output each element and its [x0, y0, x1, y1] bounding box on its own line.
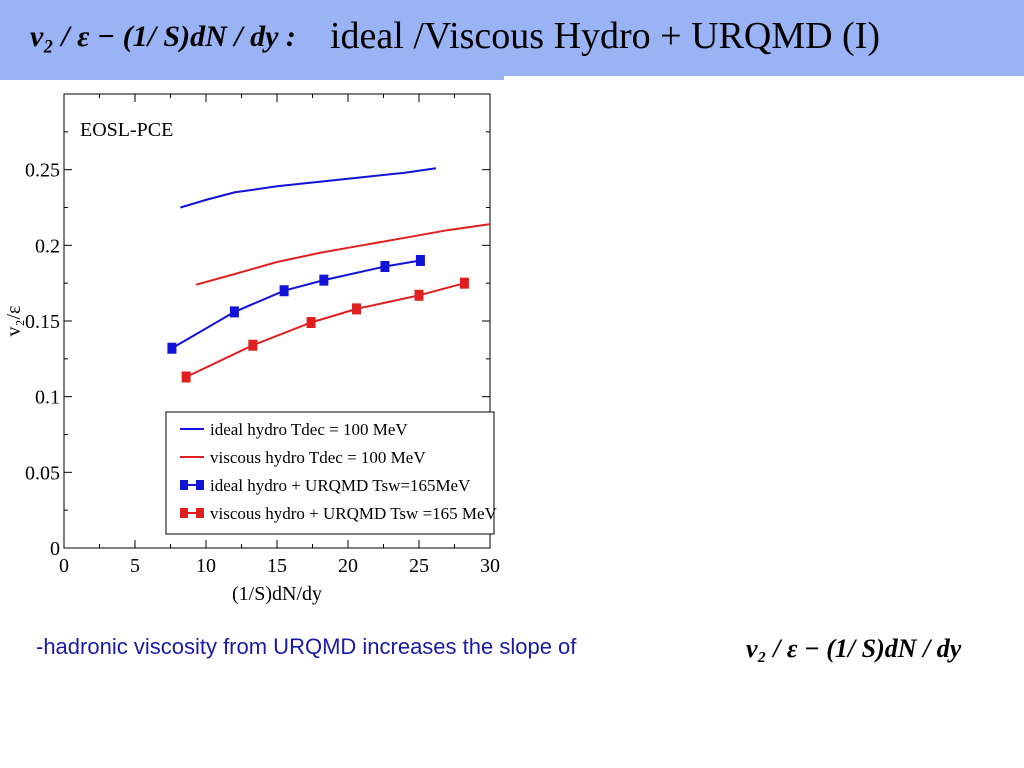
x-tick-label: 10: [196, 555, 216, 577]
data-point: [248, 339, 258, 351]
y-tick-label: 0.2: [35, 235, 60, 257]
series-4: [181, 277, 469, 383]
legend-label: ideal hydro + URQMD Tsw=165MeV: [210, 476, 471, 495]
y-tick-label: 0.25: [25, 160, 60, 182]
legend-label: viscous hydro + URQMD Tsw =165 MeV: [210, 504, 498, 523]
chart: 0 5 10 15 20 25 30 0 0.05 0.1 0.15 0.2 0.25 EOSL-PCE…: [0, 80, 520, 620]
series-layer: [167, 167, 491, 383]
data-point: [167, 342, 177, 354]
x-tick-label: 20: [338, 555, 358, 577]
bullet-text: -hadronic viscosity from URQMD increases…: [36, 634, 577, 659]
data-point: [414, 289, 424, 301]
data-point: [306, 317, 316, 329]
series-line: [185, 282, 465, 378]
title-formula: v₂ / ε − (1/ S)dN / dy :: [30, 20, 296, 53]
y-tick-label: 0.05: [25, 462, 60, 484]
title-underline: [0, 76, 504, 80]
legend-box: [165, 411, 495, 535]
data-point: [229, 306, 239, 318]
data-point: [319, 274, 329, 286]
y-tick-label: 0.1: [35, 387, 60, 409]
legend-swatch-marker: [180, 480, 188, 490]
slide-title: ideal /Viscous Hydro + URQMD (I): [330, 15, 881, 57]
axis-ticks: 0 5 10 15 20 25 30 0 0.05 0.1 0.15 0.2 0.25: [25, 94, 500, 577]
legend-entry: viscous hydro Tdec = 100 MeV: [180, 448, 426, 467]
x-tick-label: 5: [130, 555, 140, 577]
legend: ideal hydro Tdec = 100 MeV viscous hydro …: [165, 411, 498, 535]
legend-entry: viscous hydro + URQMD Tsw =165 MeV: [180, 504, 498, 523]
series-3: [167, 254, 425, 354]
series-line: [171, 259, 421, 350]
legend-label: ideal hydro Tdec = 100 MeV: [210, 420, 408, 439]
x-axis-label: (1/S)dN/dy: [232, 583, 322, 605]
data-point: [459, 277, 469, 289]
data-point: [279, 285, 289, 297]
legend-label: viscous hydro Tdec = 100 MeV: [210, 448, 426, 467]
x-tick-label: 15: [267, 555, 287, 577]
x-tick-label: 30: [480, 555, 500, 577]
legend-swatch-marker: [196, 508, 204, 518]
legend-entry: ideal hydro + URQMD Tsw=165MeV: [180, 476, 471, 495]
series-1: [180, 167, 437, 209]
legend-entry: ideal hydro Tdec = 100 MeV: [180, 420, 408, 439]
data-point: [352, 303, 362, 315]
series-2: [195, 223, 491, 286]
data-point: [181, 371, 191, 383]
x-tick-label: 0: [59, 555, 69, 577]
series-line: [195, 223, 491, 286]
bullet-formula: v₂ / ε − (1/ S)dN / dy: [746, 634, 962, 663]
data-point: [415, 254, 425, 266]
x-tick-label: 25: [409, 555, 429, 577]
legend-swatch-marker: [180, 508, 188, 518]
y-tick-label: 0: [50, 538, 60, 560]
data-point: [380, 261, 390, 273]
y-tick-label: 0.15: [25, 311, 60, 333]
legend-swatch-marker: [196, 480, 204, 490]
title-bar: [0, 0, 1024, 76]
chart-annotation: EOSL-PCE: [80, 119, 173, 141]
series-line: [180, 167, 437, 209]
y-axis-label: v₂/ε: [3, 306, 25, 337]
chart-svg: 0 5 10 15 20 25 30 0 0.05 0.1 0.15 0.2 0.25 EOSL-PCE…: [3, 93, 500, 605]
